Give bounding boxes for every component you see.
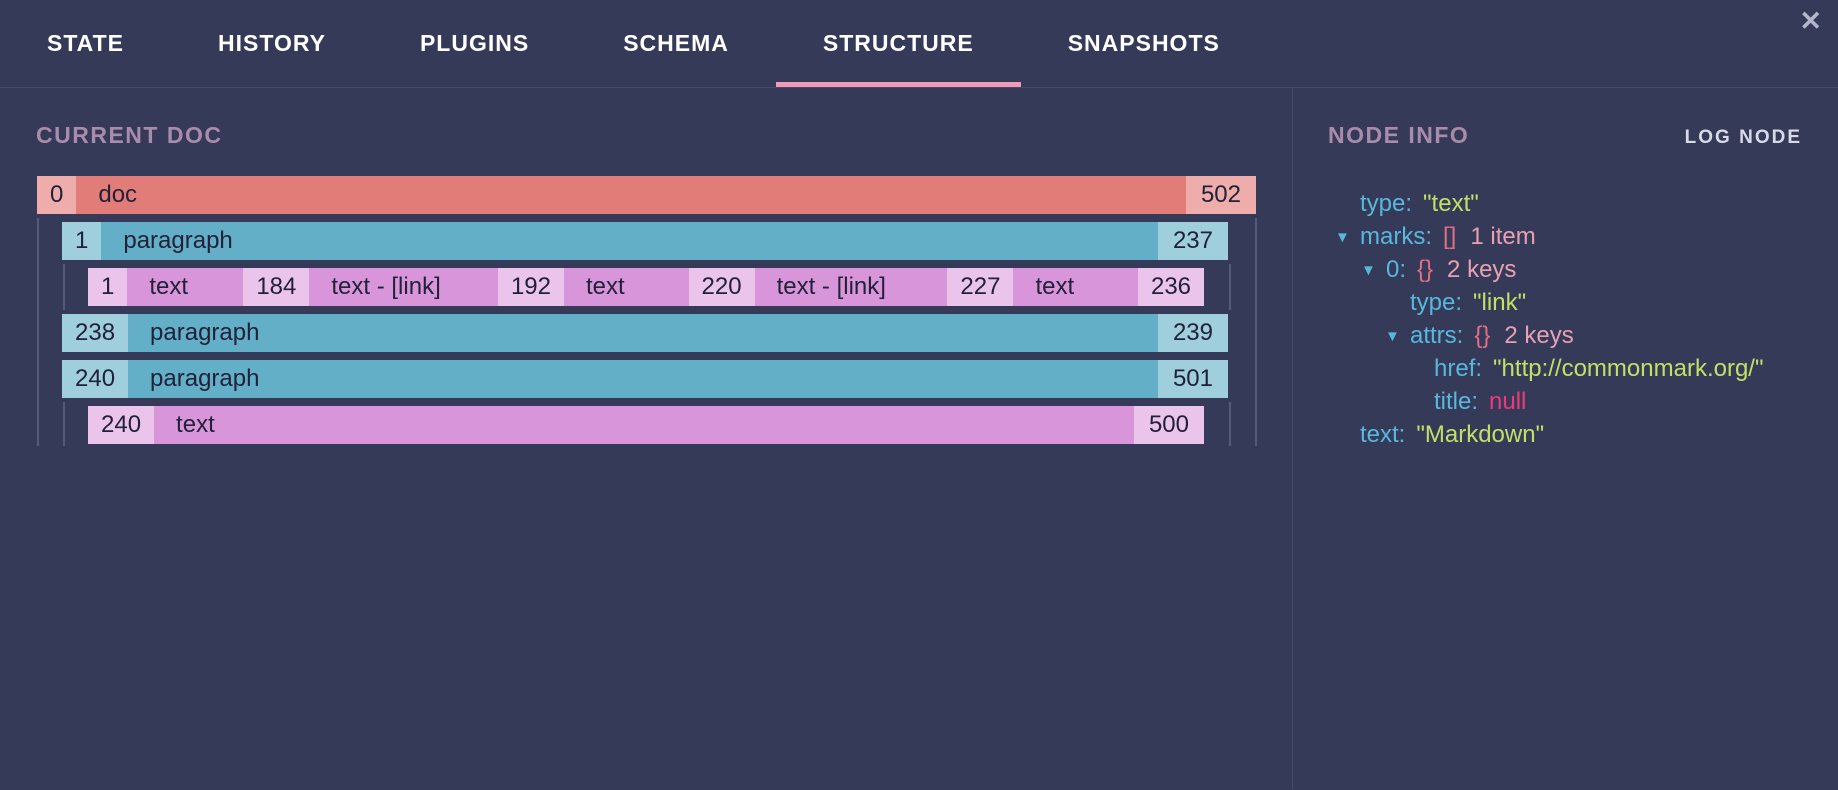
close-icon[interactable]: ✕ bbox=[1799, 6, 1822, 36]
indent-guide bbox=[1229, 402, 1231, 446]
indent-guide bbox=[63, 264, 65, 310]
tree-node-paragraph[interactable]: 1 paragraph 237 bbox=[62, 222, 1228, 260]
node-end-pos: 237 bbox=[1157, 222, 1228, 260]
devtools-body: CURRENT DOC 0 doc 502 1 paragraph 237 1 … bbox=[0, 88, 1838, 789]
indent-guide bbox=[37, 218, 39, 446]
tree-node-text[interactable]: text bbox=[1013, 268, 1138, 306]
json-line-href: href: "http://commonmark.org/" bbox=[1328, 352, 1802, 385]
json-key: href: bbox=[1434, 355, 1483, 382]
json-item-count: 1 item bbox=[1470, 223, 1536, 250]
node-end-pos: 502 bbox=[1185, 176, 1256, 214]
doc-node-tree: 0 doc 502 1 paragraph 237 1 text 184 tex… bbox=[0, 176, 1292, 448]
node-end-pos: 239 bbox=[1157, 314, 1228, 352]
indent-guide bbox=[63, 402, 65, 446]
tab-label: HISTORY bbox=[217, 30, 326, 56]
tree-node-doc[interactable]: 0 doc 502 bbox=[37, 176, 1256, 214]
json-line-mark-type: type: "link" bbox=[1328, 286, 1802, 319]
json-key: text: bbox=[1360, 421, 1406, 448]
json-string-value: "Markdown" bbox=[1416, 421, 1545, 448]
tree-node-text[interactable]: text bbox=[564, 268, 689, 306]
tab-state[interactable]: STATE bbox=[0, 0, 171, 87]
json-string-value: "http://commonmark.org/" bbox=[1493, 355, 1764, 382]
json-line-attrs: ▼ attrs: {} 2 keys bbox=[1328, 319, 1802, 352]
tree-node-text-link[interactable]: text - [link] bbox=[309, 268, 498, 306]
indent-guide bbox=[1229, 264, 1231, 310]
json-brace: {} bbox=[1417, 256, 1434, 283]
json-key: title: bbox=[1434, 388, 1479, 415]
tab-snapshots[interactable]: SNAPSHOTS bbox=[1021, 0, 1267, 87]
node-pos: 184 bbox=[243, 268, 310, 306]
json-line-text: text: "Markdown" bbox=[1328, 418, 1802, 451]
tab-label: SCHEMA bbox=[623, 30, 729, 56]
collapse-arrow-icon[interactable]: ▼ bbox=[1335, 229, 1350, 246]
tab-schema[interactable]: SCHEMA bbox=[576, 0, 776, 87]
json-line-mark-0: ▼ 0: {} 2 keys bbox=[1328, 253, 1802, 286]
tree-node-text-segments: 1 text 184 text - [link] 192 text 220 te… bbox=[88, 268, 1205, 306]
tab-label: SNAPSHOTS bbox=[1067, 30, 1220, 56]
json-key[interactable]: attrs: bbox=[1410, 322, 1464, 349]
indent-guide bbox=[1255, 218, 1257, 446]
node-end-pos: 500 bbox=[1133, 406, 1204, 444]
node-label: doc bbox=[76, 176, 1186, 214]
node-start-pos: 240 bbox=[62, 360, 129, 398]
tab-history[interactable]: HISTORY bbox=[171, 0, 373, 87]
json-line-title: title: null bbox=[1328, 385, 1802, 418]
node-info-json-tree: type: "text" ▼ marks:[] 1 item ▼ 0:{} 2 keys … bbox=[1328, 187, 1802, 451]
tab-plugins[interactable]: PLUGINS bbox=[373, 0, 576, 87]
tree-node-paragraph[interactable]: 238 paragraph 239 bbox=[62, 314, 1228, 352]
node-end-pos: 501 bbox=[1157, 360, 1228, 398]
log-node-button[interactable]: LOG NODE bbox=[1684, 127, 1802, 148]
json-key: type: bbox=[1410, 289, 1463, 316]
json-key[interactable]: marks: bbox=[1360, 223, 1432, 250]
json-brace: {} bbox=[1474, 322, 1491, 349]
json-key-count: 2 keys bbox=[1447, 256, 1517, 283]
node-start-pos: 240 bbox=[88, 406, 155, 444]
node-pos: 227 bbox=[947, 268, 1014, 306]
tab-structure[interactable]: STRUCTURE bbox=[775, 0, 1021, 87]
json-key: type: bbox=[1360, 190, 1413, 217]
node-start-pos: 1 bbox=[62, 222, 102, 260]
tab-label: STRUCTURE bbox=[822, 30, 974, 56]
node-start-pos: 238 bbox=[62, 314, 129, 352]
current-doc-title: CURRENT DOC bbox=[36, 122, 223, 148]
tree-node-text[interactable]: text bbox=[127, 268, 244, 306]
tree-node-paragraph[interactable]: 240 paragraph 501 bbox=[62, 360, 1228, 398]
devtools-tab-bar: STATE HISTORY PLUGINS SCHEMA STRUCTURE S… bbox=[0, 0, 1838, 88]
tree-node-text-link[interactable]: text - [link] bbox=[754, 268, 948, 306]
tab-label: STATE bbox=[47, 30, 124, 56]
collapse-arrow-icon[interactable]: ▼ bbox=[1385, 328, 1400, 345]
json-key[interactable]: 0: bbox=[1386, 256, 1407, 283]
node-start-pos: 0 bbox=[37, 176, 77, 214]
current-doc-panel: CURRENT DOC 0 doc 502 1 paragraph 237 1 … bbox=[0, 88, 1293, 789]
json-bracket: [] bbox=[1443, 223, 1457, 250]
node-label: paragraph bbox=[128, 314, 1158, 352]
node-label: paragraph bbox=[101, 222, 1158, 260]
json-line-type: type: "text" bbox=[1328, 187, 1802, 220]
json-null-value: null bbox=[1489, 388, 1527, 415]
node-start-pos: 1 bbox=[88, 268, 128, 306]
json-string-value: "text" bbox=[1423, 190, 1479, 217]
tree-node-text[interactable]: 240 text 500 bbox=[88, 406, 1204, 444]
node-label: paragraph bbox=[128, 360, 1158, 398]
node-label: text bbox=[154, 406, 1134, 444]
json-string-value: "link" bbox=[1473, 289, 1527, 316]
node-info-panel: NODE INFO LOG NODE type: "text" ▼ marks: []… bbox=[1293, 88, 1838, 789]
node-info-title: NODE INFO bbox=[1328, 122, 1470, 148]
json-line-marks: ▼ marks: [] 1 item bbox=[1328, 220, 1802, 253]
node-pos: 192 bbox=[497, 268, 564, 306]
json-key-count: 2 keys bbox=[1504, 322, 1574, 349]
collapse-arrow-icon[interactable]: ▼ bbox=[1361, 262, 1376, 279]
node-end-pos: 236 bbox=[1137, 268, 1205, 306]
tab-label: PLUGINS bbox=[419, 30, 530, 56]
node-pos: 220 bbox=[688, 268, 755, 306]
